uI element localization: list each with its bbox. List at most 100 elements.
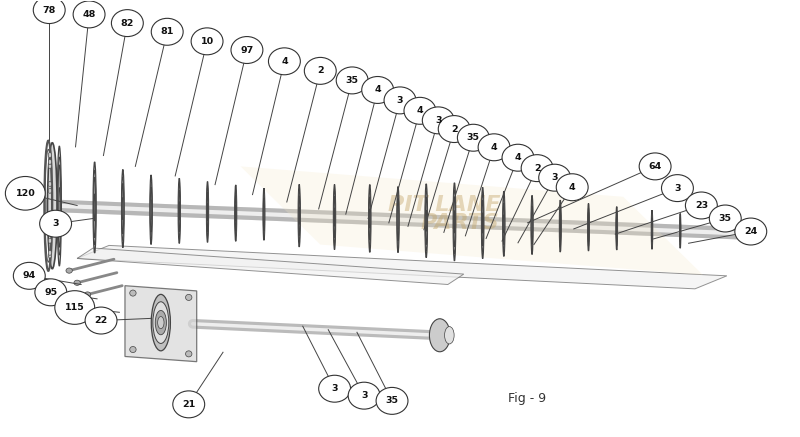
Ellipse shape [521, 155, 553, 182]
Polygon shape [125, 286, 197, 362]
Ellipse shape [231, 37, 263, 63]
Ellipse shape [651, 214, 653, 246]
Text: 23: 23 [694, 201, 708, 210]
Ellipse shape [680, 214, 681, 248]
Text: 35: 35 [467, 133, 480, 142]
Ellipse shape [425, 184, 427, 258]
Ellipse shape [304, 57, 336, 84]
Text: 48: 48 [82, 10, 96, 19]
Ellipse shape [680, 217, 681, 245]
Ellipse shape [130, 290, 136, 296]
Text: 81: 81 [161, 27, 174, 36]
Ellipse shape [616, 207, 618, 250]
Polygon shape [77, 248, 464, 284]
Ellipse shape [48, 188, 51, 193]
Ellipse shape [336, 67, 368, 94]
Ellipse shape [369, 184, 371, 252]
Text: 94: 94 [22, 271, 36, 280]
Ellipse shape [207, 192, 208, 232]
Ellipse shape [6, 177, 46, 210]
Ellipse shape [298, 184, 300, 247]
Ellipse shape [559, 200, 561, 252]
Text: 4: 4 [569, 183, 575, 192]
Ellipse shape [369, 197, 370, 240]
Text: 95: 95 [44, 288, 58, 297]
Ellipse shape [422, 107, 454, 134]
Ellipse shape [503, 203, 505, 245]
Text: 35: 35 [718, 214, 732, 223]
Ellipse shape [58, 157, 61, 255]
Text: 35: 35 [386, 396, 398, 406]
Text: 4: 4 [490, 143, 498, 152]
Polygon shape [241, 166, 703, 275]
Text: 3: 3 [361, 391, 367, 400]
Ellipse shape [334, 196, 335, 238]
Text: 3: 3 [551, 173, 558, 182]
Ellipse shape [384, 87, 416, 114]
Ellipse shape [556, 174, 588, 201]
Ellipse shape [531, 195, 533, 254]
Text: 3: 3 [331, 384, 338, 393]
Text: 3: 3 [674, 184, 681, 193]
Ellipse shape [263, 193, 265, 236]
Ellipse shape [531, 201, 533, 249]
Ellipse shape [178, 178, 180, 243]
Text: 24: 24 [744, 227, 758, 236]
Ellipse shape [560, 210, 561, 243]
Text: 120: 120 [15, 189, 35, 198]
Ellipse shape [453, 183, 456, 261]
Ellipse shape [263, 188, 265, 240]
Text: 64: 64 [649, 162, 662, 171]
Ellipse shape [74, 280, 80, 285]
Text: 2: 2 [451, 125, 458, 134]
Ellipse shape [178, 190, 180, 232]
Ellipse shape [445, 326, 454, 344]
Ellipse shape [173, 391, 205, 418]
Ellipse shape [639, 153, 671, 180]
Ellipse shape [404, 97, 436, 124]
Text: PARTS: PARTS [421, 213, 499, 233]
Ellipse shape [48, 250, 51, 255]
Ellipse shape [48, 153, 51, 158]
Ellipse shape [35, 279, 66, 306]
Ellipse shape [588, 208, 589, 247]
Ellipse shape [502, 144, 534, 171]
Ellipse shape [48, 231, 51, 236]
Ellipse shape [559, 205, 561, 247]
Ellipse shape [191, 28, 223, 55]
Ellipse shape [651, 210, 653, 249]
Text: 4: 4 [514, 153, 522, 162]
Ellipse shape [186, 351, 192, 357]
Text: 82: 82 [121, 19, 134, 28]
Ellipse shape [94, 170, 96, 245]
Ellipse shape [158, 316, 164, 329]
Ellipse shape [122, 170, 124, 248]
Ellipse shape [235, 190, 237, 236]
Ellipse shape [362, 76, 394, 104]
Ellipse shape [298, 196, 300, 236]
Ellipse shape [122, 184, 124, 234]
Ellipse shape [48, 163, 51, 169]
Ellipse shape [84, 292, 90, 297]
Ellipse shape [186, 295, 192, 301]
Text: 78: 78 [42, 6, 56, 14]
Text: 10: 10 [201, 37, 214, 46]
Ellipse shape [269, 48, 300, 75]
Ellipse shape [178, 184, 180, 238]
Ellipse shape [150, 187, 152, 232]
Ellipse shape [34, 0, 65, 24]
Ellipse shape [151, 18, 183, 45]
Ellipse shape [710, 205, 742, 232]
Text: 22: 22 [94, 316, 108, 325]
Ellipse shape [58, 187, 60, 225]
Ellipse shape [206, 181, 209, 243]
Ellipse shape [48, 160, 51, 164]
Ellipse shape [369, 191, 370, 246]
Ellipse shape [47, 143, 57, 269]
Ellipse shape [93, 162, 96, 253]
Ellipse shape [150, 181, 152, 238]
Ellipse shape [397, 193, 399, 246]
Ellipse shape [502, 191, 505, 257]
Text: 2: 2 [317, 66, 323, 75]
Ellipse shape [334, 184, 335, 250]
